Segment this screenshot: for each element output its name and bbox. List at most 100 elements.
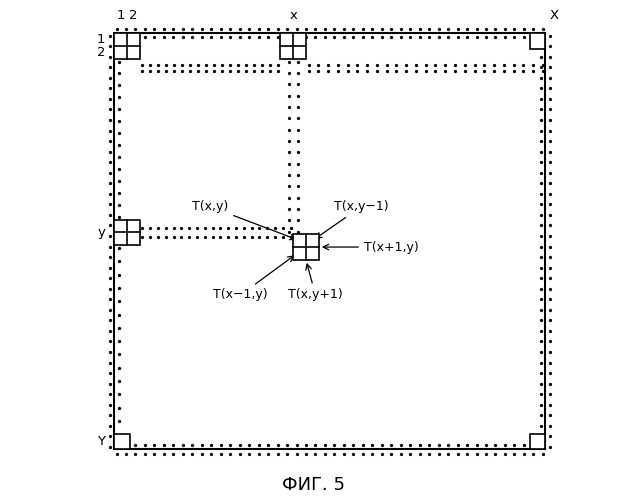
- Point: [529, 33, 539, 41]
- Point: [234, 24, 245, 32]
- Point: [231, 233, 241, 241]
- Point: [154, 61, 164, 69]
- Point: [536, 32, 546, 40]
- Point: [329, 441, 339, 449]
- Point: [285, 224, 295, 232]
- Point: [105, 242, 115, 250]
- Point: [293, 182, 303, 190]
- Point: [113, 417, 124, 425]
- Point: [140, 450, 150, 458]
- Point: [113, 165, 124, 173]
- Point: [424, 24, 434, 32]
- Point: [159, 450, 169, 458]
- Point: [453, 33, 463, 41]
- Point: [414, 441, 424, 449]
- Point: [105, 116, 115, 124]
- Point: [536, 168, 546, 176]
- Point: [396, 450, 406, 458]
- Point: [529, 450, 539, 458]
- Point: [536, 432, 546, 440]
- Point: [545, 42, 555, 50]
- Point: [320, 24, 330, 32]
- Point: [209, 68, 219, 76]
- Point: [113, 58, 124, 66]
- Point: [536, 180, 546, 188]
- Point: [292, 33, 302, 41]
- Text: ФИГ. 5: ФИГ. 5: [282, 476, 345, 494]
- Point: [197, 450, 207, 458]
- Point: [283, 58, 293, 66]
- Bar: [114, 220, 140, 246]
- Point: [293, 114, 303, 122]
- Point: [303, 61, 314, 69]
- Point: [292, 24, 302, 32]
- Point: [536, 422, 546, 430]
- Point: [282, 450, 292, 458]
- Point: [216, 450, 226, 458]
- Point: [401, 68, 411, 76]
- Point: [545, 306, 555, 314]
- Point: [169, 450, 179, 458]
- Point: [545, 137, 555, 145]
- Point: [545, 443, 555, 451]
- Point: [405, 450, 415, 458]
- Point: [293, 80, 303, 88]
- Point: [377, 450, 387, 458]
- Point: [176, 224, 186, 232]
- Point: [293, 205, 303, 213]
- Text: T(x,y−1): T(x,y−1): [316, 200, 389, 238]
- Point: [273, 68, 283, 76]
- Point: [283, 80, 293, 88]
- Point: [145, 61, 155, 69]
- Point: [293, 103, 303, 111]
- Point: [153, 233, 163, 241]
- Point: [293, 137, 303, 145]
- Point: [154, 68, 164, 76]
- Point: [538, 68, 548, 76]
- Point: [545, 180, 555, 188]
- Point: [161, 68, 171, 76]
- Point: [314, 61, 324, 69]
- Point: [283, 103, 293, 111]
- Point: [320, 450, 330, 458]
- Point: [273, 24, 283, 32]
- Point: [239, 233, 249, 241]
- Point: [206, 33, 216, 41]
- Point: [481, 24, 491, 32]
- Point: [113, 244, 124, 252]
- Point: [536, 106, 546, 114]
- Point: [434, 441, 444, 449]
- Point: [386, 441, 396, 449]
- Point: [509, 441, 519, 449]
- Point: [105, 316, 115, 324]
- Point: [206, 441, 216, 449]
- Point: [293, 126, 303, 134]
- Point: [105, 232, 115, 240]
- Point: [161, 61, 171, 69]
- Point: [536, 148, 546, 156]
- Point: [113, 106, 124, 114]
- Point: [545, 158, 555, 166]
- Point: [536, 232, 546, 240]
- Point: [121, 450, 131, 458]
- Point: [545, 369, 555, 377]
- Point: [349, 33, 359, 41]
- Point: [233, 68, 243, 76]
- Point: [113, 142, 124, 150]
- Point: [192, 224, 202, 232]
- Point: [161, 224, 171, 232]
- Point: [358, 33, 368, 41]
- Point: [536, 116, 546, 124]
- Point: [105, 222, 115, 230]
- Point: [113, 324, 124, 332]
- Point: [283, 114, 293, 122]
- Point: [105, 422, 115, 430]
- Point: [536, 63, 546, 71]
- Point: [536, 306, 546, 314]
- Point: [105, 200, 115, 208]
- Point: [529, 24, 539, 32]
- Point: [140, 33, 150, 41]
- Point: [293, 148, 303, 156]
- Point: [105, 306, 115, 314]
- Point: [472, 441, 482, 449]
